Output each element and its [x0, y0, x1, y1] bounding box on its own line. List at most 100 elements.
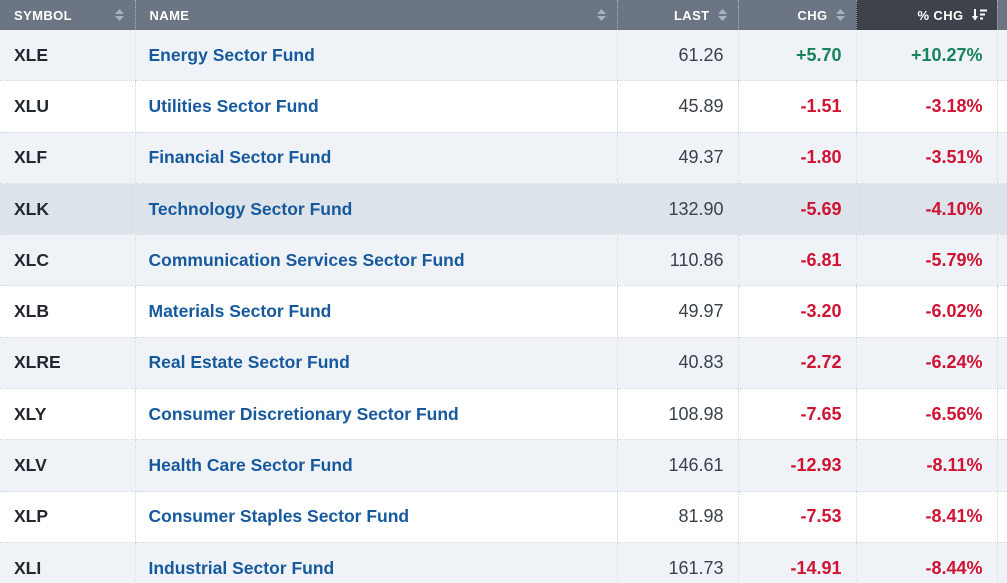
fund-name-link[interactable]: Health Care Sector Fund [148, 455, 353, 476]
fund-name-link[interactable]: Consumer Staples Sector Fund [148, 506, 410, 527]
row-spacer [997, 285, 1007, 338]
last-cell: 40.83 [617, 337, 739, 390]
fund-name-link[interactable]: Energy Sector Fund [148, 44, 315, 65]
column-header-chg-label: CHG [797, 7, 828, 23]
name-cell: Consumer Staples Sector Fund [135, 491, 618, 543]
symbol-cell: XLC [0, 234, 136, 287]
chg-cell: -2.72 [738, 337, 857, 390]
row-spacer [997, 30, 1007, 82]
pct-chg-cell: -8.11% [856, 439, 998, 492]
last-cell: 45.89 [617, 80, 739, 133]
table-row: XLE Energy Sector Fund 61.26 +5.70 +10.27% [0, 30, 1007, 82]
table-row: XLY Consumer Discretionary Sector Fund 108… [0, 388, 1007, 441]
chg-cell: -7.53 [738, 491, 857, 543]
chg-cell: -14.91 [738, 542, 857, 583]
column-header-pct-chg-label: % CHG [917, 7, 964, 23]
column-header-pct-chg[interactable]: % CHG [856, 0, 998, 30]
row-spacer [997, 132, 1007, 184]
fund-name-link[interactable]: Utilities Sector Fund [148, 95, 319, 116]
sort-both-icon [596, 9, 606, 21]
row-spacer [997, 388, 1007, 441]
name-cell: Technology Sector Fund [135, 183, 618, 236]
table-header-row: SYMBOL NAME LAST CHG [0, 0, 1007, 30]
sort-both-icon [835, 9, 845, 21]
last-cell: 132.90 [617, 183, 739, 236]
name-cell: Energy Sector Fund [135, 30, 618, 82]
last-cell: 81.98 [617, 491, 739, 543]
chg-cell: +5.70 [738, 30, 857, 82]
symbol-cell: XLK [0, 183, 136, 236]
chg-cell: -7.65 [738, 388, 857, 441]
name-cell: Materials Sector Fund [135, 285, 618, 338]
column-header-name-label: NAME [149, 7, 190, 23]
row-spacer [997, 80, 1007, 133]
symbol-cell: XLV [0, 439, 136, 492]
pct-chg-cell: -8.44% [856, 542, 998, 583]
table-row: XLU Utilities Sector Fund 45.89 -1.51 -3.18% [0, 80, 1007, 133]
sort-both-icon [114, 9, 124, 21]
chg-cell: -6.81 [738, 234, 857, 287]
symbol-cell: XLY [0, 388, 136, 441]
name-cell: Health Care Sector Fund [135, 439, 618, 492]
fund-name-link[interactable]: Consumer Discretionary Sector Fund [148, 403, 459, 424]
pct-chg-cell: -5.79% [856, 234, 998, 287]
row-spacer [997, 234, 1007, 287]
header-spacer [997, 0, 1007, 30]
table-row: XLV Health Care Sector Fund 146.61 -12.93 -8… [0, 439, 1007, 492]
symbol-cell: XLP [0, 491, 136, 543]
table-row: XLF Financial Sector Fund 49.37 -1.80 -3.51% [0, 132, 1007, 184]
symbol-cell: XLU [0, 80, 136, 133]
pct-chg-cell: -3.51% [856, 132, 998, 184]
last-cell: 49.97 [617, 285, 739, 338]
symbol-cell: XLB [0, 285, 136, 338]
chg-cell: -3.20 [738, 285, 857, 338]
table-body: XLE Energy Sector Fund 61.26 +5.70 +10.27% XL… [0, 30, 1007, 583]
row-spacer [997, 337, 1007, 390]
name-cell: Communication Services Sector Fund [135, 234, 618, 287]
pct-chg-cell: -6.24% [856, 337, 998, 390]
sort-both-icon [717, 9, 727, 21]
name-cell: Real Estate Sector Fund [135, 337, 618, 390]
fund-name-link[interactable]: Real Estate Sector Fund [148, 352, 350, 373]
table-row: XLI Industrial Sector Fund 161.73 -14.91 -8.… [0, 542, 1007, 583]
last-cell: 108.98 [617, 388, 739, 441]
chg-cell: -1.51 [738, 80, 857, 133]
last-cell: 146.61 [617, 439, 739, 492]
symbol-cell: XLI [0, 542, 136, 583]
last-cell: 161.73 [617, 542, 739, 583]
chg-cell: -1.80 [738, 132, 857, 184]
fund-name-link[interactable]: Industrial Sector Fund [148, 557, 335, 578]
column-header-last[interactable]: LAST [617, 0, 739, 30]
column-header-last-label: LAST [673, 7, 710, 23]
table-row: XLP Consumer Staples Sector Fund 81.98 -7.5… [0, 491, 1007, 543]
column-header-name[interactable]: NAME [135, 0, 618, 30]
fund-name-link[interactable]: Financial Sector Fund [148, 147, 332, 168]
fund-name-link[interactable]: Materials Sector Fund [148, 301, 332, 322]
pct-chg-cell: -6.56% [856, 388, 998, 441]
name-cell: Industrial Sector Fund [135, 542, 618, 583]
column-header-symbol-label: SYMBOL [14, 7, 73, 23]
fund-name-link[interactable]: Technology Sector Fund [148, 198, 353, 219]
name-cell: Financial Sector Fund [135, 132, 618, 184]
fund-name-link[interactable]: Communication Services Sector Fund [148, 249, 465, 270]
pct-chg-cell: -4.10% [856, 183, 998, 236]
chg-cell: -12.93 [738, 439, 857, 492]
row-spacer [997, 491, 1007, 543]
symbol-cell: XLRE [0, 337, 136, 390]
row-spacer [997, 183, 1007, 236]
pct-chg-cell: +10.27% [856, 30, 998, 82]
column-header-symbol[interactable]: SYMBOL [0, 0, 136, 30]
column-header-chg[interactable]: CHG [738, 0, 857, 30]
row-spacer [997, 542, 1007, 583]
last-cell: 49.37 [617, 132, 739, 184]
pct-chg-cell: -3.18% [856, 80, 998, 133]
row-spacer [997, 439, 1007, 492]
table-row: XLB Materials Sector Fund 49.97 -3.20 -6.02% [0, 285, 1007, 338]
name-cell: Utilities Sector Fund [135, 80, 618, 133]
table-row: XLRE Real Estate Sector Fund 40.83 -2.72 -6.… [0, 337, 1007, 390]
last-cell: 110.86 [617, 234, 739, 287]
last-cell: 61.26 [617, 30, 739, 82]
symbol-cell: XLE [0, 30, 136, 82]
symbol-cell: XLF [0, 132, 136, 184]
